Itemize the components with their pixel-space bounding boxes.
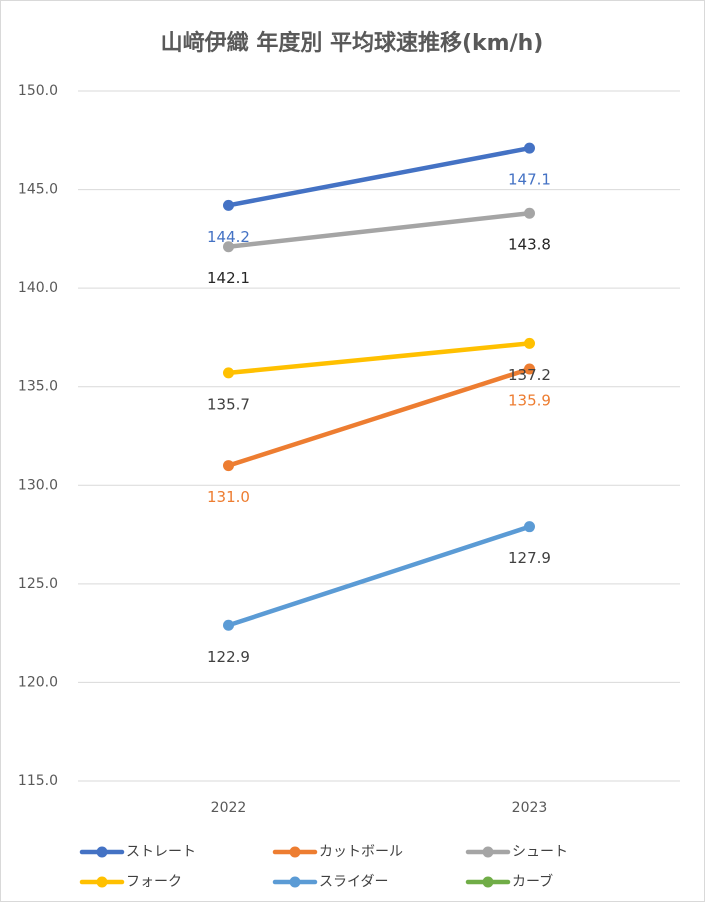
series-line <box>226 145 532 208</box>
y-tick-label: 130.0 <box>18 477 58 493</box>
y-tick-label: 150.0 <box>18 83 58 99</box>
marker <box>223 619 234 631</box>
y-tick-label: 125.0 <box>18 576 58 592</box>
series-line <box>226 341 532 376</box>
marker <box>223 367 234 379</box>
data-label: 131.0 <box>207 488 250 506</box>
legend-marker <box>482 876 494 888</box>
legend-label: フォーク <box>126 874 182 890</box>
marker <box>524 142 535 154</box>
y-tick-label: 115.0 <box>18 773 58 789</box>
data-label: 147.1 <box>508 171 551 189</box>
marker <box>223 199 234 211</box>
series-line <box>226 524 532 628</box>
legend-label: カットボール <box>319 844 403 860</box>
legend-marker <box>96 876 108 888</box>
marker <box>524 337 535 349</box>
y-tick-label: 135.0 <box>18 379 58 395</box>
legend-marker <box>482 846 494 858</box>
y-tick-label: 120.0 <box>18 674 58 690</box>
marker <box>524 207 535 219</box>
y-tick-label: 145.0 <box>18 182 58 198</box>
data-label: 144.2 <box>207 228 250 246</box>
legend-label: ストレート <box>126 844 196 860</box>
legend-label: シュート <box>512 844 568 860</box>
data-label: 127.9 <box>508 549 551 567</box>
chart-title: 山﨑伊織 年度別 平均球速推移(km/h) <box>161 30 544 56</box>
marker <box>524 521 535 533</box>
data-label: 137.2 <box>508 366 551 384</box>
marker <box>223 460 234 472</box>
x-tick-label: 2023 <box>512 800 548 816</box>
series-line <box>226 366 532 468</box>
data-label: 122.9 <box>207 648 250 666</box>
marker <box>223 241 234 253</box>
legend-marker <box>289 846 301 858</box>
x-tick-label: 2022 <box>211 800 247 816</box>
marker <box>524 363 535 375</box>
legend-marker <box>289 876 301 888</box>
legend-label: カーブ <box>512 873 553 890</box>
y-tick-label: 140.0 <box>18 280 58 296</box>
series-line <box>226 210 532 249</box>
data-label: 142.1 <box>207 269 250 287</box>
legend-marker <box>96 846 108 858</box>
data-label: 143.8 <box>508 236 551 254</box>
data-label: 135.7 <box>207 395 250 413</box>
data-label: 135.9 <box>508 391 551 409</box>
legend-label: スライダー <box>319 874 388 890</box>
